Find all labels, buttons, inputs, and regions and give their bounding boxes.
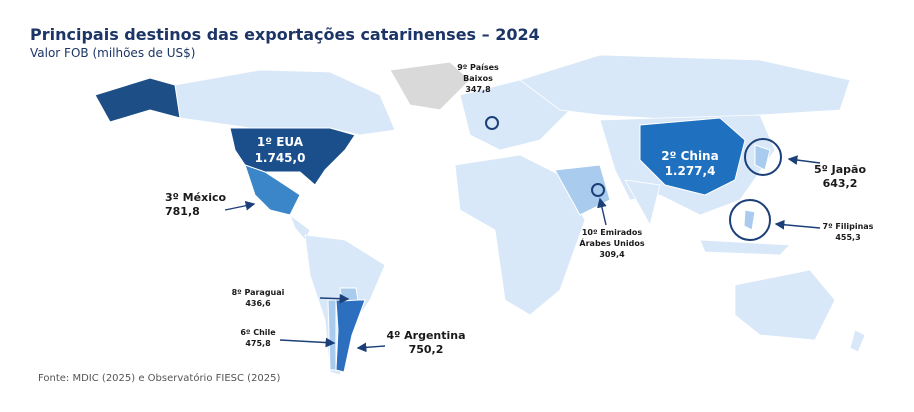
label-name: 6º Chile [240,328,276,337]
label-name: 4º Argentina [386,329,465,342]
usa [229,127,356,186]
arrow [224,200,256,211]
label-name: 8º Paraguai [232,288,285,297]
australia [734,269,836,341]
label-name: Baixos [463,74,493,83]
label-value: 643,2 [823,177,858,190]
label-value: 750,2 [409,343,444,356]
label-name: 10º Emirados [582,228,643,237]
mexico [244,164,301,216]
label-name: 9º Países [457,63,499,72]
label-name: 7º Filipinas [823,222,874,231]
subtitle: Valor FOB (milhões de US$) [30,46,195,60]
arrow [356,342,386,353]
label-name: Árabes Unidos [579,237,644,248]
label-value: 436,6 [245,299,271,308]
new-zealand [849,329,866,353]
label-name: 2º China [661,149,718,163]
japan [754,144,771,171]
chile [327,299,337,371]
title: Principais destinos das exportações cata… [30,25,540,44]
arrow [279,337,336,348]
label-value: 347,8 [465,85,491,94]
source: Fonte: MDIC (2025) e Observatório FIESC … [38,372,281,384]
china [639,117,746,196]
label-name: 3º México [165,191,226,204]
canada [174,69,396,136]
argentina [335,299,366,373]
world-map [94,54,866,376]
arrow [787,155,821,165]
labels: 1º EUA 1.745,0 2º China 1.277,4 3º Méxic… [165,63,874,356]
philippines [743,209,756,231]
ring [744,138,782,176]
indonesia [699,239,791,256]
label-value: 309,4 [599,250,625,259]
label-name: 5º Japão [814,163,866,176]
label-value: 1.277,4 [665,164,716,178]
greenland [389,61,471,111]
saudi-arabia [554,164,611,216]
label-value: 1.745,0 [255,151,306,165]
arrow [597,197,607,226]
ring [485,116,499,130]
ring [729,199,771,241]
label-value: 781,8 [165,205,200,218]
ring [591,183,605,197]
arrow [319,293,350,304]
central-america [289,213,311,241]
russia [519,54,851,121]
india [624,179,661,227]
label-name: 1º EUA [257,135,304,149]
markers [224,116,821,353]
label-value: 455,3 [835,233,860,242]
alaska [94,77,181,123]
label-value: 475,8 [245,339,271,348]
arrow [774,219,821,230]
africa [454,154,586,316]
